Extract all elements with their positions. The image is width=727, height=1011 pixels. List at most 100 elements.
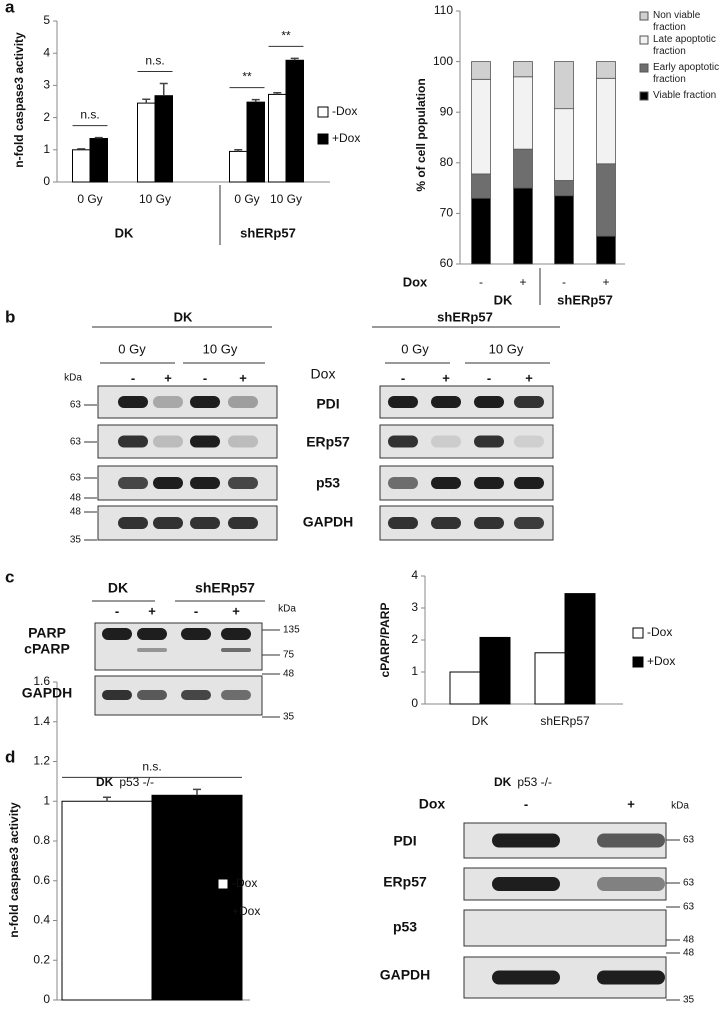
- legend-label: +Dox: [332, 131, 360, 145]
- marker-label: 75: [283, 650, 295, 661]
- row-label: PDI: [393, 833, 416, 849]
- blot-band: [228, 477, 258, 489]
- row-label: ERp57: [383, 874, 427, 890]
- blot-band: [431, 517, 461, 529]
- blot-band: [474, 435, 504, 448]
- bar: [61, 800, 153, 1001]
- bar-segment: [596, 61, 616, 79]
- bar-segment: [471, 61, 491, 80]
- blot-band: [190, 435, 220, 448]
- blot-band: [190, 477, 220, 489]
- blot-band: [597, 877, 665, 891]
- blot-band: [137, 690, 167, 700]
- x-tick-label: DK: [472, 714, 489, 728]
- blot-band: [153, 396, 183, 408]
- legend-swatch: [217, 878, 229, 890]
- blot-band: [492, 877, 560, 891]
- bar: [137, 102, 156, 183]
- group-label: DK: [494, 292, 513, 307]
- x-tick-label: 0 Gy: [234, 192, 259, 206]
- panel-label: b: [5, 307, 15, 326]
- y-tick-label: 1: [43, 142, 50, 156]
- y-tick-label: 0.2: [33, 952, 50, 966]
- bar: [246, 101, 265, 183]
- title-part: p53 -/-: [517, 775, 552, 789]
- blot-band: [118, 477, 148, 489]
- title-strong: DK: [96, 775, 114, 789]
- blot-band: [153, 517, 183, 529]
- y-tick-label: 4: [43, 45, 50, 59]
- y-tick-label: 110: [434, 3, 453, 17]
- error-bar: [273, 92, 282, 95]
- marker-label: 63: [70, 400, 82, 411]
- chart-title: DK p53 -/-: [96, 775, 154, 789]
- bar: [285, 59, 304, 183]
- bar-segment: [513, 148, 533, 189]
- bar: [268, 93, 287, 183]
- lane-label: -: [487, 370, 491, 385]
- x-axis-label: Dox: [403, 274, 428, 289]
- y-tick-label: 1: [411, 664, 418, 678]
- blot-band: [514, 477, 544, 489]
- legend-label: Early apoptotic fraction: [653, 62, 720, 85]
- marker-label: 35: [70, 535, 82, 546]
- y-tick-label: 1: [43, 793, 50, 807]
- blot-band: [153, 477, 183, 489]
- error-bar: [234, 149, 243, 152]
- marker-label: 35: [283, 712, 295, 723]
- bar-segment: [554, 180, 574, 197]
- marker-label: 135: [283, 625, 300, 636]
- blot-band: [228, 517, 258, 529]
- y-tick-label: 60: [440, 256, 454, 270]
- y-tick-label: 100: [433, 54, 453, 68]
- significance-label: n.s.: [80, 108, 99, 122]
- blot-band: [492, 833, 560, 848]
- blot-band: [221, 648, 251, 652]
- lane-label: -: [401, 370, 405, 385]
- legend-swatch: [317, 133, 329, 145]
- blot-title: DK: [174, 309, 193, 324]
- y-axis-label: % of cell population: [414, 78, 428, 191]
- y-tick-label: 0: [43, 992, 50, 1006]
- legend-swatch: [639, 63, 649, 73]
- significance-label: n.s.: [142, 759, 161, 773]
- significance-label: n.s.: [145, 54, 164, 68]
- row-label: GAPDH: [380, 967, 431, 983]
- blot-band: [492, 970, 560, 985]
- error-bar: [193, 788, 201, 796]
- row-label: p53: [316, 475, 340, 491]
- blot-band: [597, 833, 665, 848]
- y-axis-label: n-fold caspase3 activity: [7, 802, 21, 938]
- lane-label: -: [524, 796, 528, 811]
- condition-label: 0 Gy: [401, 341, 429, 356]
- unit-label: kDa: [64, 373, 82, 384]
- y-tick-label: 5: [43, 13, 50, 27]
- bar-segment: [471, 173, 491, 199]
- lane-label: +: [627, 796, 635, 811]
- panel-label: a: [5, 0, 15, 16]
- legend-label: +Dox: [232, 904, 260, 918]
- legend-label: -Dox: [332, 104, 357, 118]
- y-tick-label: 3: [411, 600, 418, 614]
- row-label: GAPDH: [303, 514, 354, 530]
- lane-label: +: [525, 370, 533, 385]
- lane-label: +: [232, 603, 240, 618]
- legend-label: -Dox: [232, 876, 257, 890]
- significance-label: **: [281, 29, 291, 43]
- blot-band: [474, 396, 504, 408]
- legend-swatch: [632, 656, 644, 668]
- significance-label: **: [242, 70, 252, 84]
- panel-label: d: [5, 747, 15, 766]
- blot-band: [153, 435, 183, 448]
- x-tick-label: 10 Gy: [139, 192, 171, 206]
- blot-band: [388, 477, 418, 489]
- unit-label: kDa: [671, 801, 689, 812]
- lane-label: -: [115, 603, 119, 618]
- blot-band: [137, 628, 167, 640]
- blot-band: [388, 396, 418, 408]
- y-tick-label: 0.8: [33, 833, 50, 847]
- error-bar: [142, 98, 151, 104]
- bar-segment: [513, 187, 533, 265]
